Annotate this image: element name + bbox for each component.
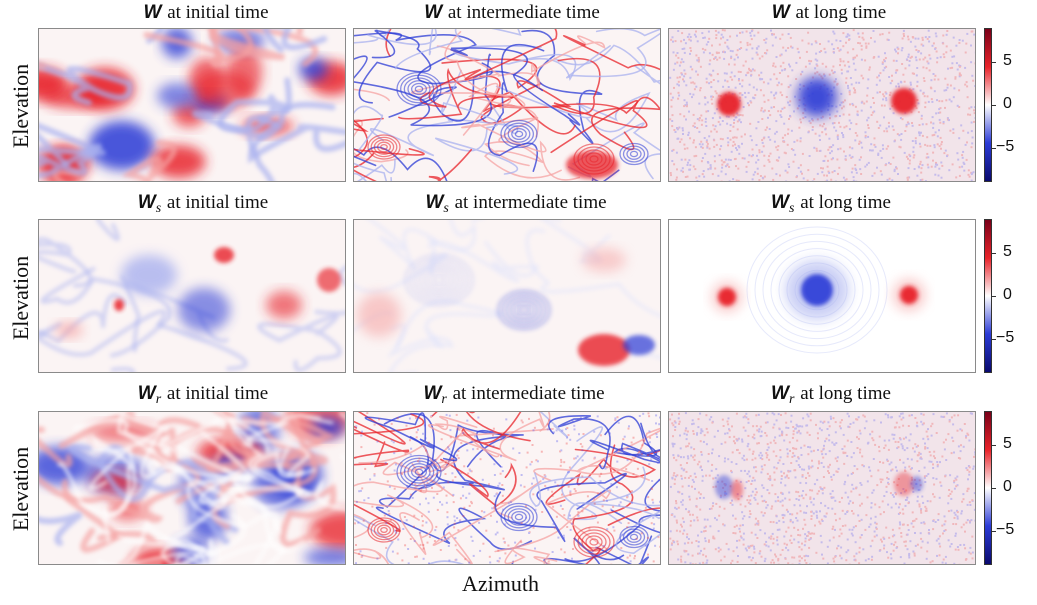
colorbar-row3 — [984, 411, 992, 565]
field-map — [669, 29, 975, 181]
y-axis-label-row2: Elevation — [8, 255, 33, 341]
colorbar-row2 — [984, 219, 992, 373]
title-symbol: W — [143, 2, 162, 23]
title-row1-col1: W at initial time — [143, 2, 269, 23]
field-map — [39, 220, 345, 372]
title-row2-col2: Ws at intermediate time — [425, 192, 607, 216]
field-panel-r3c1 — [38, 411, 346, 565]
field-map — [354, 29, 660, 181]
field-map — [354, 220, 660, 372]
field-map — [669, 412, 975, 564]
field-map — [39, 412, 345, 564]
field-map — [39, 29, 345, 181]
field-panel-r3c3 — [668, 411, 976, 565]
field-panel-r1c2 — [353, 28, 661, 182]
colorbar-tick-label: 5 — [1003, 243, 1012, 260]
title-row2-col3: Ws at long time — [771, 192, 891, 216]
title-row2-col1: Ws at initial time — [137, 192, 269, 216]
title-row3-col2: Wr at intermediate time — [423, 383, 605, 407]
colorbar-tick-label: 0 — [1003, 478, 1012, 495]
field-panel-r2c3 — [668, 219, 976, 373]
colorbar-tick-label: 0 — [1003, 286, 1012, 303]
y-axis-label-row1: Elevation — [8, 63, 33, 149]
colorbar-tick-label: 5 — [1003, 52, 1012, 69]
colorbar-tick — [992, 105, 996, 106]
colorbar-tick — [992, 445, 996, 446]
title-row3-col3: Wr at long time — [771, 383, 891, 407]
colorbar-tick-label: 5 — [1003, 435, 1012, 452]
field-panel-r1c1 — [38, 28, 346, 182]
colorbar-row1 — [984, 28, 992, 182]
colorbar-tick — [992, 339, 996, 340]
field-panel-r2c1 — [38, 219, 346, 373]
x-axis-label: Azimuth — [462, 571, 539, 596]
field-panel-r3c2 — [353, 411, 661, 565]
colorbar-tick — [992, 531, 996, 532]
colorbar-tick — [992, 296, 996, 297]
title-row1-col2: W at intermediate time — [424, 2, 600, 23]
colorbar-tick-label: −5 — [996, 329, 1015, 346]
field-panel-r1c3 — [668, 28, 976, 182]
colorbar-tick-label: −5 — [996, 138, 1015, 155]
field-map — [669, 220, 975, 372]
field-panel-r2c2 — [353, 219, 661, 373]
y-axis-label-row3: Elevation — [8, 446, 33, 532]
colorbar-tick — [992, 62, 996, 63]
colorbar-tick — [992, 488, 996, 489]
colorbar-tick — [992, 253, 996, 254]
title-row1-col3: W at long time — [771, 2, 887, 23]
colorbar-tick-label: −5 — [996, 521, 1015, 538]
field-map — [354, 412, 660, 564]
colorbar-tick-label: 0 — [1003, 95, 1012, 112]
title-row3-col1: Wr at initial time — [137, 383, 269, 407]
colorbar-tick — [992, 148, 996, 149]
